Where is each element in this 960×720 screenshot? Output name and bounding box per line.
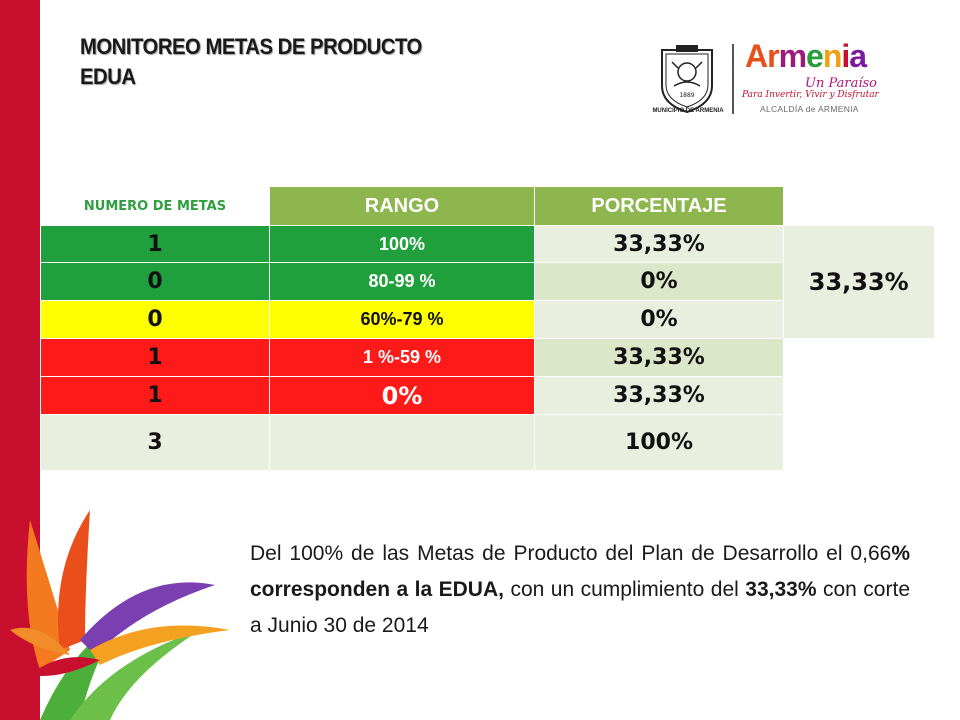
- brand-letter: i: [841, 38, 850, 74]
- total-rango: [269, 414, 535, 471]
- logo-divider: [732, 44, 734, 114]
- armenia-brand-logo: Armenia: [745, 38, 867, 75]
- cell-numero: 0: [40, 262, 270, 301]
- cell-porcentaje: 33,33%: [534, 225, 784, 263]
- cell-rango: 80-99 %: [269, 262, 535, 301]
- header-spacer: [783, 186, 934, 226]
- brand-letter: n: [822, 38, 843, 74]
- cell-numero: 1: [40, 338, 270, 377]
- cell-numero: 1: [40, 376, 270, 415]
- brand-subtitle: Un Paraíso: [805, 76, 877, 91]
- table-header-row: NUMERO DE METAS RANGO PORCENTAJE: [40, 186, 934, 226]
- table-total-row: 3 100%: [40, 414, 934, 471]
- title-line-1: MONITOREO METAS DE PRODUCTO: [80, 34, 422, 59]
- cell-rango: 0%: [269, 376, 535, 415]
- cell-rango: 60%-79 %: [269, 300, 535, 339]
- page-title: MONITOREO METAS DE PRODUCTO EDUA: [80, 32, 422, 92]
- total-porcentaje: 100%: [534, 414, 784, 471]
- bird-of-paradise-flower-icon: [10, 510, 230, 720]
- table-row: 1 1 %-59 % 33,33%: [40, 338, 934, 377]
- brand-alcaldia: ALCALDÍA de ARMENIA: [760, 104, 859, 114]
- cell-rango: 1 %-59 %: [269, 338, 535, 377]
- table-row: 1 100% 33,33% 33,33%: [40, 225, 935, 339]
- cell-numero: 1: [40, 225, 270, 263]
- municipal-seal-icon: 1889: [661, 45, 713, 114]
- total-numero: 3: [40, 414, 270, 471]
- seal-caption: MUNICIPIO DE ARMENIA: [652, 108, 724, 114]
- header-porcentaje: PORCENTAJE: [534, 186, 784, 226]
- table-row: 0 60%-79 % 0%: [40, 300, 935, 339]
- cell-porcentaje: 33,33%: [534, 338, 784, 377]
- brand-letter: a: [849, 38, 867, 74]
- summary-paragraph: Del 100% de las Metas de Producto del Pl…: [250, 536, 910, 644]
- title-line-2: EDUA: [80, 64, 136, 89]
- cell-porcentaje: 0%: [534, 300, 784, 339]
- table-row: 0 80-99 % 0%: [40, 262, 935, 301]
- metas-table: NUMERO DE METAS RANGO PORCENTAJE 1 100% …: [40, 186, 935, 471]
- cumplimiento-total: 33,33%: [783, 225, 935, 339]
- cell-numero: 0: [40, 300, 270, 339]
- cell-porcentaje: 0%: [534, 262, 784, 301]
- row-spacer: [783, 338, 934, 377]
- cell-porcentaje: 33,33%: [534, 376, 784, 415]
- header-rango: RANGO: [269, 186, 535, 226]
- para-text-2: con un cumplimiento del: [503, 578, 746, 601]
- header-logos: 1889 MUNICIPIO DE ARMENIA Armenia Un Par…: [650, 38, 900, 122]
- row-spacer: [783, 414, 934, 471]
- brand-tagline: Para Invertir, Vivir y Disfrutar: [742, 90, 879, 100]
- seal-year: 1889: [679, 92, 694, 99]
- para-bold-2: 33,33%: [745, 578, 817, 601]
- brand-letter: A: [745, 38, 768, 74]
- brand-letter: e: [806, 38, 824, 74]
- header-numero: NUMERO DE METAS: [40, 186, 270, 226]
- cell-rango: 100%: [269, 225, 535, 263]
- para-bold-1: % corresponden a la EDUA,: [250, 542, 910, 601]
- table-row: 1 0% 33,33%: [40, 376, 934, 415]
- brand-letter: r: [767, 38, 779, 74]
- para-text-3: con corte a Junio 30 de 2014: [250, 578, 910, 637]
- row-spacer: [783, 376, 934, 415]
- para-text-1: Del 100% de las Metas de Producto del Pl…: [250, 542, 892, 565]
- brand-letter: m: [778, 38, 807, 74]
